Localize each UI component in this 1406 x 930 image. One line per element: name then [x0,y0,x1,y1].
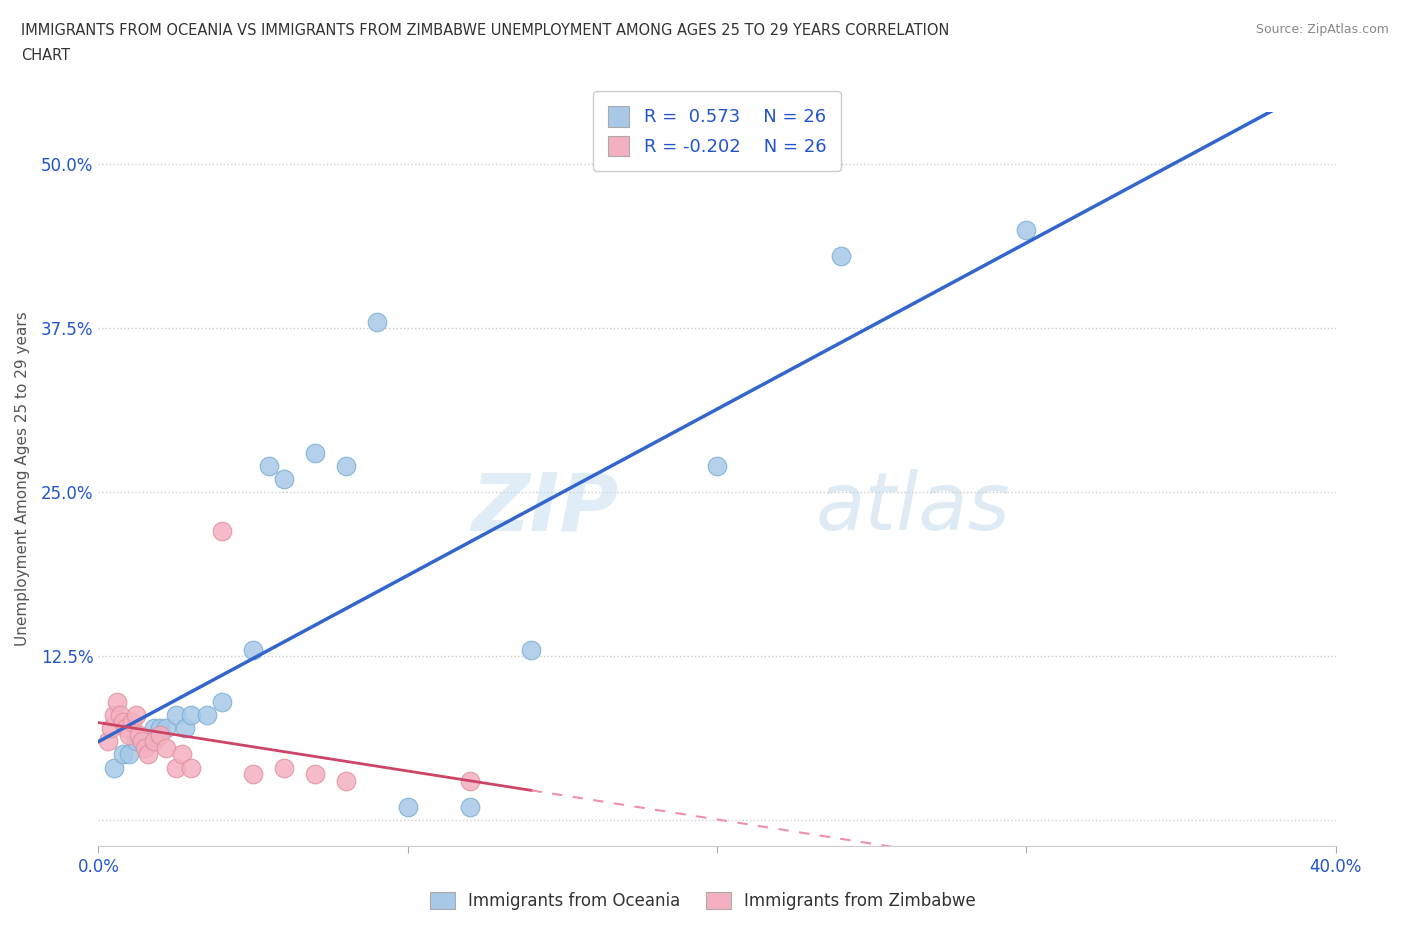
Point [103,760,125,775]
Point [195,708,218,723]
Point [128,727,150,742]
Point [149,721,172,736]
Point [155,740,177,755]
Point [458,800,481,815]
Point [103,708,125,723]
Point [131,734,153,749]
Point [304,445,326,460]
Point [124,708,146,723]
Text: ZIP: ZIP [471,470,619,548]
Point [706,458,728,473]
Point [112,714,135,729]
Point [124,734,146,749]
Point [242,766,264,781]
Point [830,248,852,263]
Point [180,708,202,723]
Point [180,760,202,775]
Text: CHART: CHART [21,48,70,63]
Point [257,458,280,473]
Point [335,458,357,473]
Point [211,695,233,710]
Point [170,747,193,762]
Text: Source: ZipAtlas.com: Source: ZipAtlas.com [1256,23,1389,36]
Point [143,734,166,749]
Point [105,695,128,710]
Point [273,472,295,486]
Point [1015,222,1038,237]
Text: IMMIGRANTS FROM OCEANIA VS IMMIGRANTS FROM ZIMBABWE UNEMPLOYMENT AMONG AGES 25 T: IMMIGRANTS FROM OCEANIA VS IMMIGRANTS FR… [21,23,949,38]
Point [136,747,159,762]
Text: atlas: atlas [815,470,1011,548]
Point [155,721,177,736]
Point [115,721,138,736]
Y-axis label: Unemployment Among Ages 25 to 29 years: Unemployment Among Ages 25 to 29 years [15,312,30,646]
Point [100,721,122,736]
Point [118,727,141,742]
Point [131,734,153,749]
Point [520,642,543,657]
Point [165,708,187,723]
Point [108,708,131,723]
Point [174,721,197,736]
Point [97,734,120,749]
Point [335,773,357,788]
Point [211,524,233,538]
Point [304,766,326,781]
Point [165,760,187,775]
Point [366,314,388,329]
Point [134,740,156,755]
Legend: R =  0.573    N = 26, R = -0.202    N = 26: R = 0.573 N = 26, R = -0.202 N = 26 [593,91,841,171]
Point [458,773,481,788]
Point [242,642,264,657]
Point [121,714,143,729]
Point [118,747,141,762]
Point [149,727,172,742]
Point [273,760,295,775]
Point [136,734,159,749]
Legend: Immigrants from Oceania, Immigrants from Zimbabwe: Immigrants from Oceania, Immigrants from… [423,885,983,917]
Point [112,747,135,762]
Point [143,721,166,736]
Point [396,800,419,815]
